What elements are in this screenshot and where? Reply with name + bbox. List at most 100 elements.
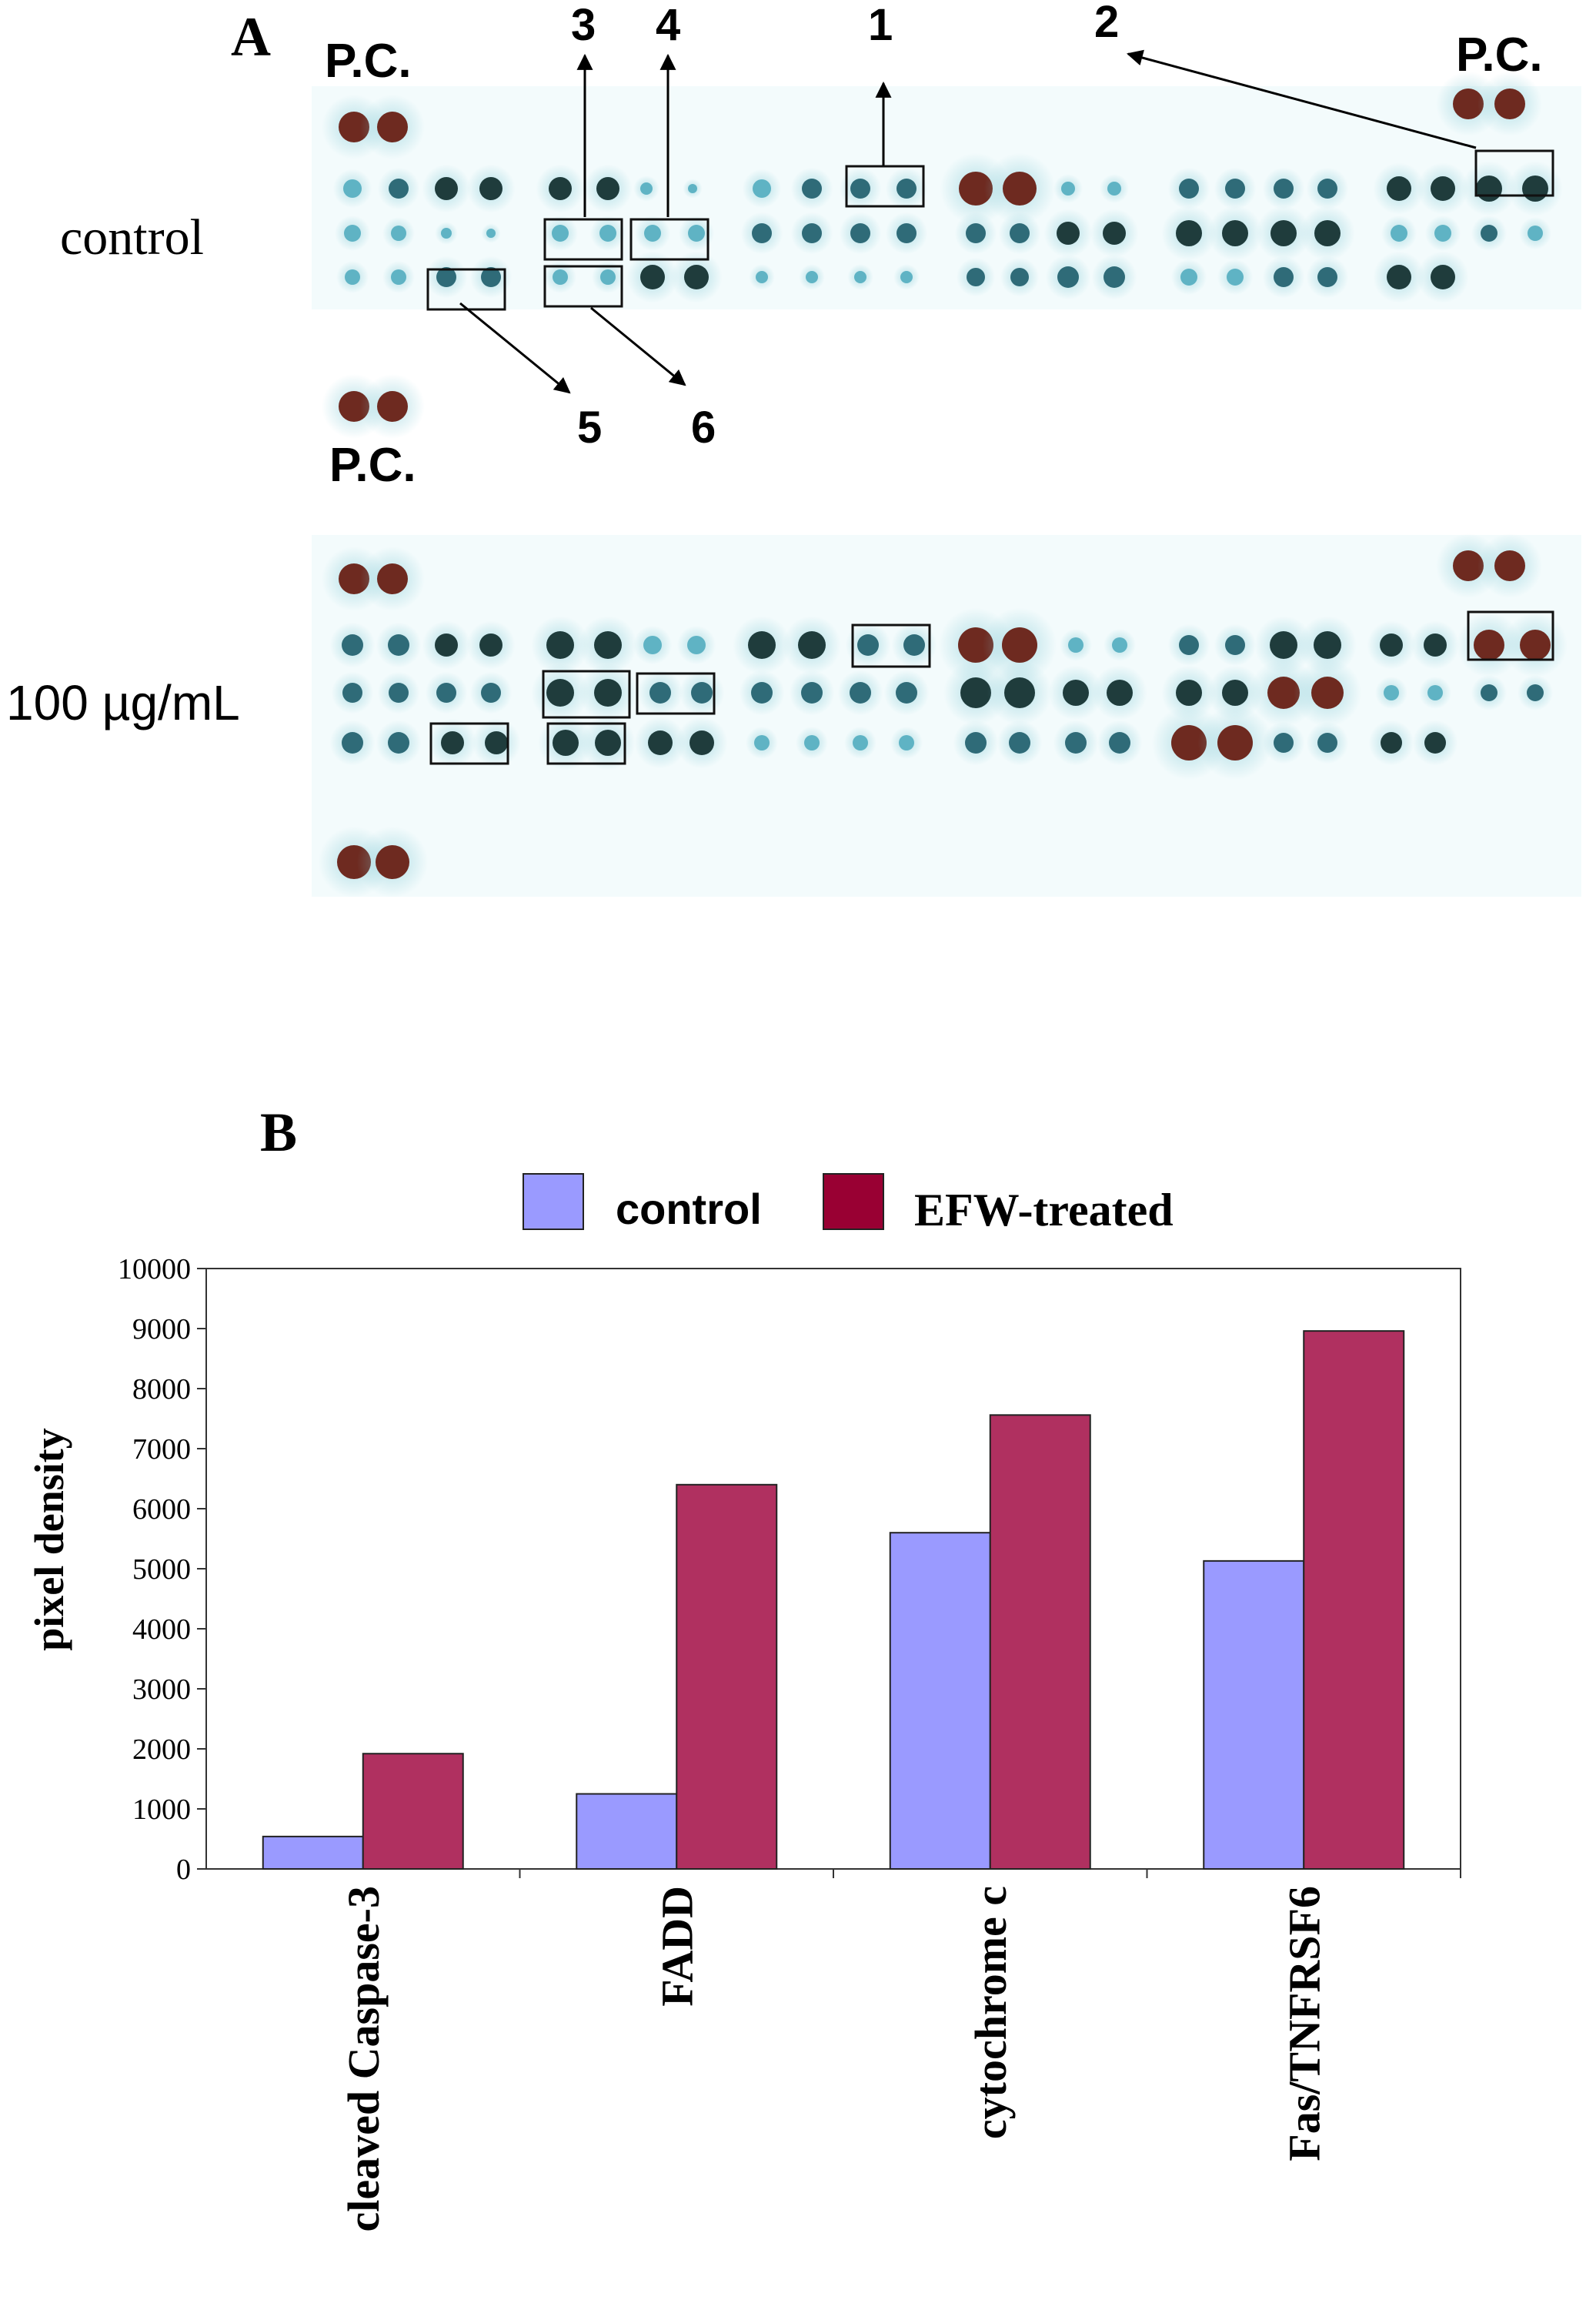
- blot-spot: [1179, 179, 1199, 199]
- panel-a-letter: A: [231, 6, 271, 68]
- blot-spot: [1528, 226, 1543, 241]
- blot-spot: [1179, 635, 1199, 655]
- callout-5: 5: [577, 403, 602, 453]
- blot-spot: [1317, 267, 1337, 287]
- blot-spot: [1520, 630, 1551, 660]
- y-tick-label: 3000: [132, 1673, 191, 1706]
- blot-spot: [1527, 684, 1544, 701]
- x-tick-label: Fas/TNFRSF6: [1279, 1886, 1329, 2161]
- blot-spot: [549, 177, 572, 200]
- blot-spot: [959, 172, 993, 206]
- blot-spot: [684, 265, 709, 289]
- blot-spot: [435, 177, 458, 200]
- blot-spot: [436, 267, 456, 287]
- blot-spot: [1057, 222, 1080, 245]
- blot-spot: [1431, 176, 1455, 201]
- blot-spot: [802, 179, 822, 199]
- blot-spot: [1009, 732, 1030, 754]
- blot-spot: [1176, 680, 1202, 706]
- y-tick-label: 1000: [132, 1794, 191, 1826]
- blot-spot: [1171, 725, 1207, 761]
- blot-spot: [1176, 220, 1202, 246]
- blot-spot: [689, 730, 714, 755]
- callout-arrow-2: [1126, 49, 1477, 149]
- blot-spot: [1391, 225, 1407, 242]
- blot-spot: [436, 683, 456, 703]
- blot-spot: [691, 682, 713, 704]
- blot-spot: [1225, 635, 1245, 655]
- blot-spot: [688, 184, 697, 193]
- blot-spot: [1180, 269, 1197, 286]
- y-tick-label: 5000: [132, 1553, 191, 1586]
- blot-spot: [857, 634, 879, 656]
- blot-spot: [391, 269, 406, 285]
- blot-spot: [345, 269, 360, 285]
- highlight-box: [845, 165, 925, 208]
- blot-spot: [751, 682, 773, 704]
- x-tick-label: cleaved Caspase-3: [339, 1886, 389, 2231]
- highlight-box: [429, 722, 509, 765]
- blot-spot: [798, 631, 826, 659]
- blot-spot: [389, 683, 409, 703]
- blot-spot: [1427, 685, 1443, 700]
- blot-spot: [687, 636, 706, 654]
- y-axis-title: pixel density: [26, 1428, 72, 1651]
- blot-spot: [594, 679, 622, 707]
- blot-spot: [1274, 267, 1294, 287]
- callout-6: 6: [691, 403, 716, 453]
- blot-spot: [748, 631, 776, 659]
- pc-label-bottom-left: P.C.: [329, 439, 416, 492]
- legend-label-control: control: [616, 1185, 762, 1233]
- blot-spot: [754, 735, 770, 750]
- legend: control EFW-treated: [523, 1173, 1174, 1235]
- bar-control: [576, 1793, 678, 1870]
- blot-spot: [967, 268, 985, 286]
- blot-spot: [1068, 637, 1083, 653]
- blot-spot: [388, 634, 409, 656]
- blot-spot: [553, 269, 568, 285]
- highlight-box: [543, 265, 623, 308]
- blot-spot: [1222, 220, 1248, 246]
- blot-spot: [1061, 182, 1075, 196]
- blot-spot: [479, 177, 503, 200]
- blot-spot: [344, 225, 361, 242]
- highlight-box: [1467, 610, 1554, 661]
- blot-spot: [1103, 222, 1126, 245]
- blot-spot: [377, 112, 408, 142]
- blot-spot: [802, 223, 822, 243]
- blot-spot: [1270, 631, 1297, 659]
- blot-spot: [966, 223, 986, 243]
- pc-label-top-right: P.C.: [1456, 28, 1543, 82]
- blot-spot: [1474, 630, 1504, 660]
- blot-spot: [342, 634, 363, 656]
- highlight-box: [1474, 149, 1554, 197]
- blot-spot: [640, 182, 653, 195]
- blot-spot: [688, 225, 705, 242]
- blot-spot: [600, 269, 616, 285]
- blot-spot: [1270, 220, 1297, 246]
- blot-spot: [1274, 733, 1294, 753]
- blot-spot: [1494, 550, 1525, 581]
- blot-spot: [1010, 268, 1029, 286]
- blot-spot: [1227, 269, 1244, 286]
- y-tick-label: 6000: [132, 1493, 191, 1526]
- y-axis: 0 1000 2000 3000 4000 5000 6000 7000 8000 9000 100…: [118, 1253, 206, 1886]
- blot-spot: [806, 271, 818, 283]
- bar-control: [1203, 1560, 1305, 1870]
- blot-spot: [391, 226, 406, 241]
- blot-spot: [1107, 182, 1121, 196]
- blot-spot: [960, 677, 991, 708]
- blot-spot: [896, 682, 917, 704]
- callout-4: 4: [656, 0, 680, 50]
- blot-spot: [1317, 179, 1337, 199]
- blot-spot: [1481, 225, 1498, 242]
- y-tick-label: 7000: [132, 1433, 191, 1466]
- blot-spot: [649, 682, 671, 704]
- callout-3: 3: [571, 0, 596, 50]
- blot-spot: [1057, 266, 1079, 288]
- blot-spot: [896, 179, 917, 199]
- highlight-box: [636, 672, 716, 715]
- blot-spot: [389, 179, 409, 199]
- blot-spot: [756, 271, 768, 283]
- bar-treated: [989, 1414, 1091, 1870]
